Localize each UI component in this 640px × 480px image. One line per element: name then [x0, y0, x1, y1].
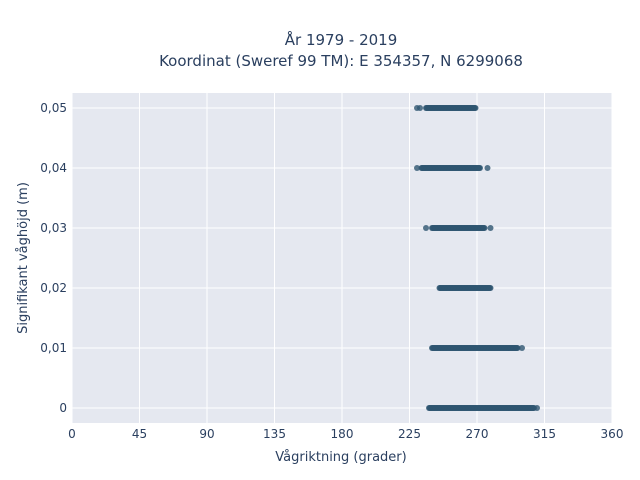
data-point: [487, 285, 494, 291]
y-tick-label: 0,01: [40, 341, 67, 355]
x-tick-label: 90: [199, 427, 214, 441]
chart-title: År 1979 - 2019: [285, 30, 398, 49]
y-tick-label: 0,04: [40, 161, 67, 175]
data-point: [414, 165, 420, 171]
data-point: [484, 165, 491, 171]
x-axis-ticks: 0 45 90 135 180 225 270 315 360: [68, 427, 623, 441]
x-tick-label: 0: [68, 427, 76, 441]
y-tick-label: 0: [59, 401, 67, 415]
data-point: [519, 345, 525, 351]
data-point: [534, 405, 540, 411]
data-points: [414, 105, 540, 411]
data-point: [423, 225, 429, 231]
y-tick-label: 0,03: [40, 221, 67, 235]
x-tick-label: 135: [263, 427, 286, 441]
x-axis-label: Vågriktning (grader): [275, 450, 406, 465]
y-axis-ticks: 0 0,01 0,02 0,03 0,04 0,05: [40, 101, 67, 415]
data-point: [477, 165, 483, 171]
y-tick-label: 0,02: [40, 281, 67, 295]
data-point: [481, 225, 488, 231]
x-tick-label: 45: [132, 427, 147, 441]
x-tick-label: 315: [533, 427, 556, 441]
x-tick-label: 225: [398, 427, 421, 441]
x-tick-label: 180: [331, 427, 354, 441]
data-point: [514, 345, 521, 351]
y-tick-label: 0,05: [40, 101, 67, 115]
x-tick-label: 270: [466, 427, 489, 441]
data-point: [472, 105, 479, 111]
data-point: [487, 225, 494, 231]
chart-subtitle: Koordinat (Sweref 99 TM): E 354357, N 62…: [159, 52, 523, 70]
x-tick-label: 360: [601, 427, 624, 441]
y-axis-label: Signifikant våghöjd (m): [16, 182, 31, 334]
data-point: [417, 105, 423, 111]
